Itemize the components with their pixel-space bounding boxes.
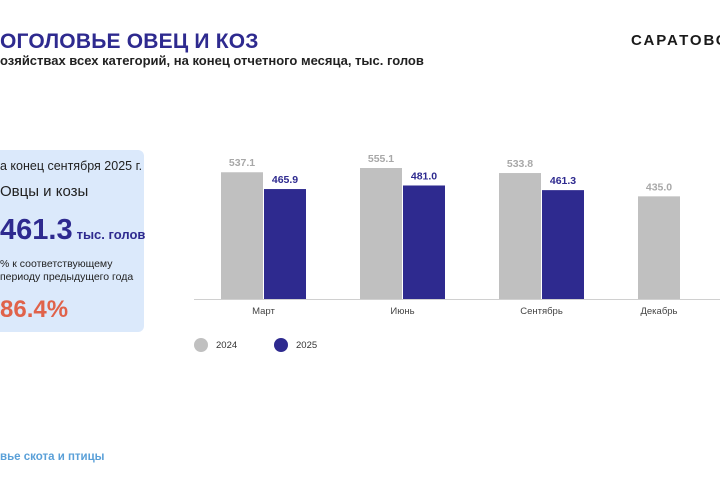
card-value: 461.3 bbox=[0, 214, 73, 246]
data-label-2024-0: 537.1 bbox=[229, 157, 255, 169]
legend-swatch-2025 bbox=[274, 338, 288, 352]
card-percent: 86.4% bbox=[0, 296, 69, 323]
summary-card bbox=[0, 150, 144, 332]
x-tick-label-0: Март bbox=[252, 306, 275, 317]
x-tick-label-1: Июнь bbox=[390, 306, 414, 317]
brand-logo: САРАТОВС bbox=[631, 32, 720, 49]
card-note: % к соответствующему периоду предыдущего… bbox=[0, 258, 134, 283]
legend-label-2025: 2025 bbox=[296, 340, 318, 351]
x-tick-label-3: Декабрь bbox=[640, 306, 677, 317]
legend-swatch-2024 bbox=[194, 338, 208, 352]
bar-2024-2 bbox=[499, 173, 541, 299]
bar-2025-0 bbox=[264, 189, 306, 299]
data-label-2025-2: 461.3 bbox=[550, 175, 576, 187]
bar-2024-3 bbox=[638, 196, 680, 299]
data-label-2025-1: 481.0 bbox=[411, 170, 437, 182]
data-label-2024-1: 555.1 bbox=[368, 153, 394, 165]
bar-2024-1 bbox=[360, 168, 402, 299]
bar-2025-1 bbox=[403, 185, 445, 299]
legend-label-2024: 2024 bbox=[216, 340, 238, 351]
card-category: Овцы и козы bbox=[0, 183, 89, 200]
x-tick-label-2: Сентябрь bbox=[520, 306, 563, 317]
data-label-2025-0: 465.9 bbox=[272, 174, 298, 186]
data-label-2024-2: 533.8 bbox=[507, 158, 533, 170]
footer-link[interactable]: вье скота и птицы bbox=[0, 451, 105, 463]
card-date-label: а конец сентября 2025 г. bbox=[0, 159, 143, 173]
card-value-row: 461.3 тыс. голов bbox=[0, 214, 145, 247]
card-unit: тыс. голов bbox=[76, 227, 146, 242]
bar-2025-2 bbox=[542, 190, 584, 299]
page-title: ОГОЛОВЬЕ ОВЕЦ И КОЗ bbox=[0, 30, 259, 53]
data-label-2024-3: 435.0 bbox=[646, 181, 672, 193]
bar-2024-0 bbox=[221, 172, 263, 299]
page-subtitle: озяйствах всех категорий, на конец отчет… bbox=[0, 53, 424, 68]
